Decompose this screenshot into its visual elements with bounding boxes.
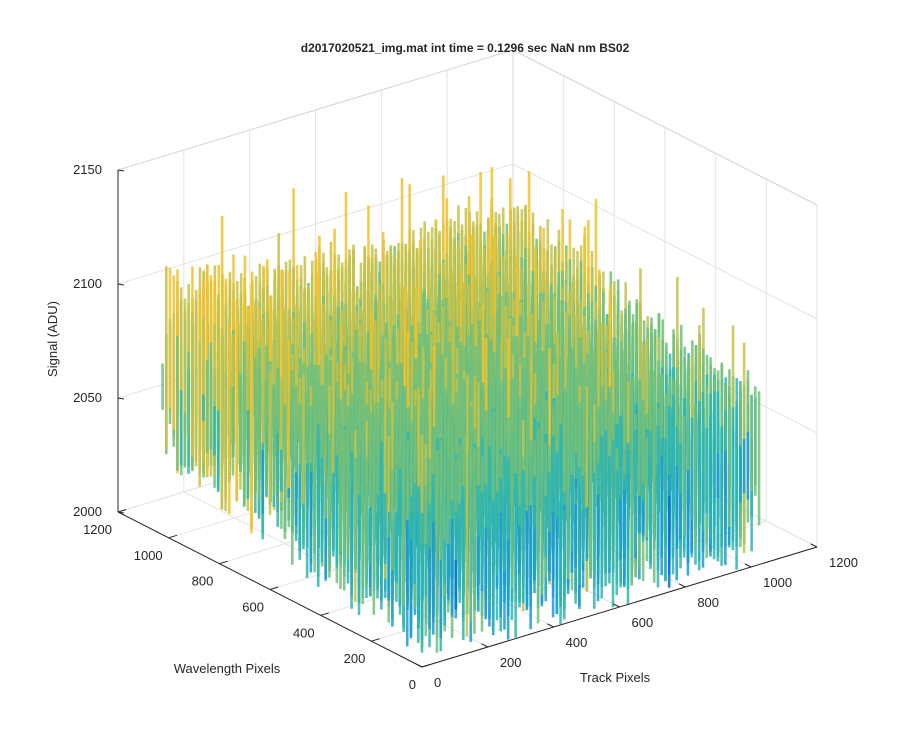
surface-plot[interactable]: 0200400600800100012000200400600800100012…	[0, 0, 900, 750]
